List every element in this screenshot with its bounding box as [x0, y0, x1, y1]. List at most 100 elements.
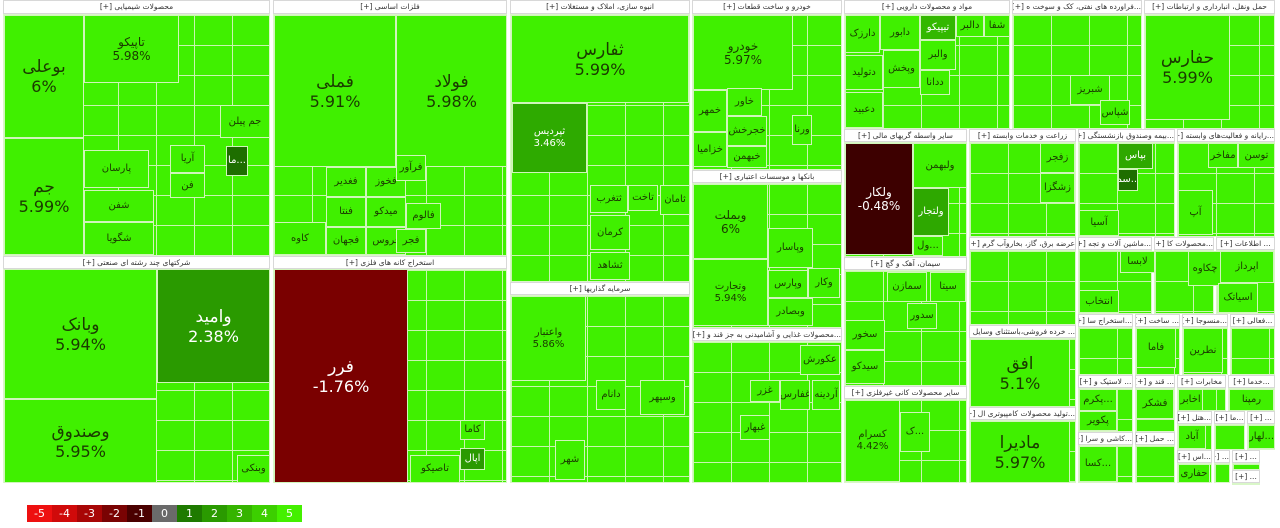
stock-tile[interactable]: سمازن — [887, 272, 927, 302]
stock-tile[interactable]: وپارس — [768, 270, 808, 298]
sector-header[interactable]: ... لاستیک و [+] — [1078, 375, 1133, 388]
sector-header[interactable]: خودرو و ساخت قطعات [+] — [692, 0, 842, 14]
stock-tile[interactable]: کرمان — [590, 215, 630, 250]
stock-tile[interactable]: ثفارس 5.99% — [511, 15, 689, 103]
stock-tile[interactable]: فنتا — [326, 197, 366, 227]
stock-tile[interactable]: واعتبار 5.86% — [511, 296, 586, 381]
stock-tile[interactable]: پارسان — [84, 150, 149, 188]
sector-header[interactable]: بانکها و موسسات اعتباری [+] — [692, 170, 842, 183]
stock-tile[interactable]: ...لهار — [1248, 425, 1275, 449]
stock-tile[interactable]: خودرو 5.97% — [693, 15, 793, 90]
stock-tile[interactable]: عکورش — [800, 345, 840, 375]
sector-header[interactable]: ...رایانه و فعالیت‌های وابسته [+] — [1177, 129, 1275, 142]
sector-header[interactable]: ... [+] — [1232, 450, 1260, 463]
sector-header[interactable]: استخراج کانه های فلزی [+] — [273, 256, 507, 269]
sector-header[interactable]: ...استخراج سا [+] — [1078, 314, 1133, 327]
stock-tile[interactable]: ثامان — [660, 185, 690, 215]
stock-tile[interactable]: وبنکی — [237, 455, 270, 483]
stock-tile[interactable]: شهر — [555, 440, 585, 480]
stock-tile[interactable]: چکاوه — [1188, 251, 1222, 286]
sector-header[interactable]: مخابرات [+] — [1177, 375, 1226, 388]
stock-tile[interactable]: وپخش — [883, 50, 920, 88]
stock-tile[interactable]: وبانک 5.94% — [4, 269, 157, 399]
sector-header[interactable]: ... خرده فروشی،باستثنای وسایل [+] — [969, 325, 1076, 338]
stock-tile[interactable]: تاصیکو — [410, 455, 460, 483]
stock-tile[interactable]: پکویر — [1079, 411, 1117, 431]
stock-tile[interactable]: حفارس 5.99% — [1145, 15, 1230, 120]
stock-tile[interactable]: آپ — [1178, 190, 1213, 235]
sector-header[interactable]: ... اطلاعات [+] — [1216, 237, 1275, 250]
stock-tile[interactable]: وپاسار — [768, 228, 813, 268]
stock-tile[interactable]: افق 5.1% — [970, 339, 1070, 407]
stock-tile[interactable]: ...ک — [900, 412, 930, 452]
sector-header[interactable]: ...محصولات غذایی و آشامیدنی به جز قند و … — [692, 328, 842, 341]
sector-header[interactable]: سرمایه گذاریها [+] — [510, 282, 690, 295]
sector-header[interactable]: ...محصولات کا [+] — [1154, 237, 1214, 250]
stock-tile[interactable]: اخابر — [1178, 389, 1203, 411]
stock-tile[interactable]: غبهار — [740, 415, 770, 440]
stock-tile[interactable]: دارزک — [845, 15, 880, 53]
stock-tile[interactable]: ثتغرب — [590, 185, 628, 213]
stock-tile[interactable]: خزامیا — [693, 132, 727, 167]
stock-tile[interactable]: سیدکو — [845, 350, 885, 384]
stock-tile[interactable]: دالبر — [956, 15, 984, 37]
stock-tile[interactable]: غزر — [750, 380, 780, 402]
stock-tile[interactable]: انتخاب — [1079, 290, 1119, 313]
sector-header[interactable]: زراعت و خدمات وابسته [+] — [969, 129, 1076, 142]
stock-tile[interactable]: ...کسا — [1079, 446, 1117, 482]
stock-tile[interactable]: فرآور — [396, 155, 426, 181]
stock-tile[interactable]: غفارس — [780, 380, 810, 410]
stock-tile[interactable]: اسیاتک — [1218, 283, 1258, 313]
stock-tile[interactable]: زفجر — [1040, 143, 1075, 173]
stock-tile[interactable]: ولبهمن — [913, 143, 967, 188]
sector-header[interactable]: سایر محصولات کانی غیرفلزی [+] — [844, 386, 967, 399]
sector-header[interactable]: ...اس [+] — [1177, 450, 1212, 463]
stock-tile[interactable]: وتجارت 5.94% — [693, 259, 768, 326]
sector-header[interactable]: ...فعالی [+] — [1230, 314, 1275, 327]
stock-tile[interactable]: حفاری — [1178, 464, 1210, 483]
stock-tile[interactable]: بپاس — [1118, 143, 1153, 169]
stock-tile[interactable]: جم پیلن — [220, 105, 270, 138]
stock-tile[interactable]: سیتا — [930, 272, 966, 302]
sector-header[interactable]: ...خدما [+] — [1228, 375, 1275, 388]
stock-tile[interactable]: وصندوق 5.95% — [4, 399, 157, 483]
stock-tile[interactable]: بوعلی 6% — [4, 15, 84, 138]
stock-tile[interactable]: شپاس — [1100, 100, 1130, 125]
stock-tile[interactable]: نطرین — [1183, 328, 1223, 373]
stock-tile[interactable]: فشکر — [1136, 389, 1174, 419]
stock-tile[interactable]: فغدیر — [326, 167, 366, 197]
stock-tile[interactable]: وسپهر — [640, 380, 685, 415]
stock-tile[interactable]: فجر — [396, 229, 426, 253]
stock-tile[interactable]: توسن — [1238, 143, 1275, 168]
stock-tile[interactable]: سدور — [907, 303, 937, 329]
stock-tile[interactable]: لابسا — [1120, 251, 1155, 273]
sector-header[interactable]: ... حمل [+] — [1135, 432, 1175, 445]
stock-tile[interactable]: وکار — [808, 268, 840, 298]
sector-header[interactable]: ...فراورده های نفتی، کک و سوخت ه [+] — [1012, 0, 1142, 14]
sector-header[interactable]: ...ماشین آلات و تجه [+] — [1078, 237, 1152, 250]
sector-header[interactable]: شرکتهای چند رشته ای صنعتی [+] — [3, 256, 270, 269]
sector-header[interactable]: ... [+] — [1214, 450, 1230, 463]
sector-header[interactable]: ...بیمه وصندوق بازنشستگی [+] — [1078, 129, 1175, 142]
stock-tile[interactable]: میدکو — [366, 197, 406, 227]
stock-tile[interactable]: ...پکرم — [1079, 389, 1117, 411]
stock-tile[interactable]: کاوه — [274, 222, 326, 255]
stock-tile[interactable]: ورنا — [792, 115, 812, 145]
stock-tile[interactable]: دانام — [596, 380, 626, 410]
stock-tile[interactable]: اپرداز — [1220, 251, 1274, 283]
stock-tile[interactable]: دعبید — [845, 92, 883, 128]
sector-header[interactable]: ...کاشی و سرا [+] — [1078, 432, 1133, 445]
sector-header[interactable]: مواد و محصولات دارویی [+] — [844, 0, 1010, 14]
stock-tile[interactable]: تاپیکو 5.98% — [84, 15, 179, 83]
stock-tile[interactable]: خجرخش — [727, 116, 767, 146]
stock-tile[interactable]: خمهر — [693, 90, 727, 132]
stock-tile[interactable]: تاخت — [628, 185, 658, 211]
sector-header[interactable]: محصولات شیمیایی [+] — [3, 0, 270, 14]
stock-tile[interactable]: فاما — [1136, 328, 1176, 368]
stock-tile[interactable]: ...سم — [1118, 169, 1138, 191]
stock-tile[interactable]: دتولید — [845, 55, 883, 90]
stock-tile[interactable]: خاور — [727, 88, 762, 116]
sector-header[interactable]: فلزات اساسی [+] — [273, 0, 507, 14]
sector-header[interactable]: ...تولید محصولات کامپیوتری ال [+] — [969, 407, 1076, 420]
stock-tile[interactable]: ثپردیس 3.46% — [512, 103, 587, 173]
